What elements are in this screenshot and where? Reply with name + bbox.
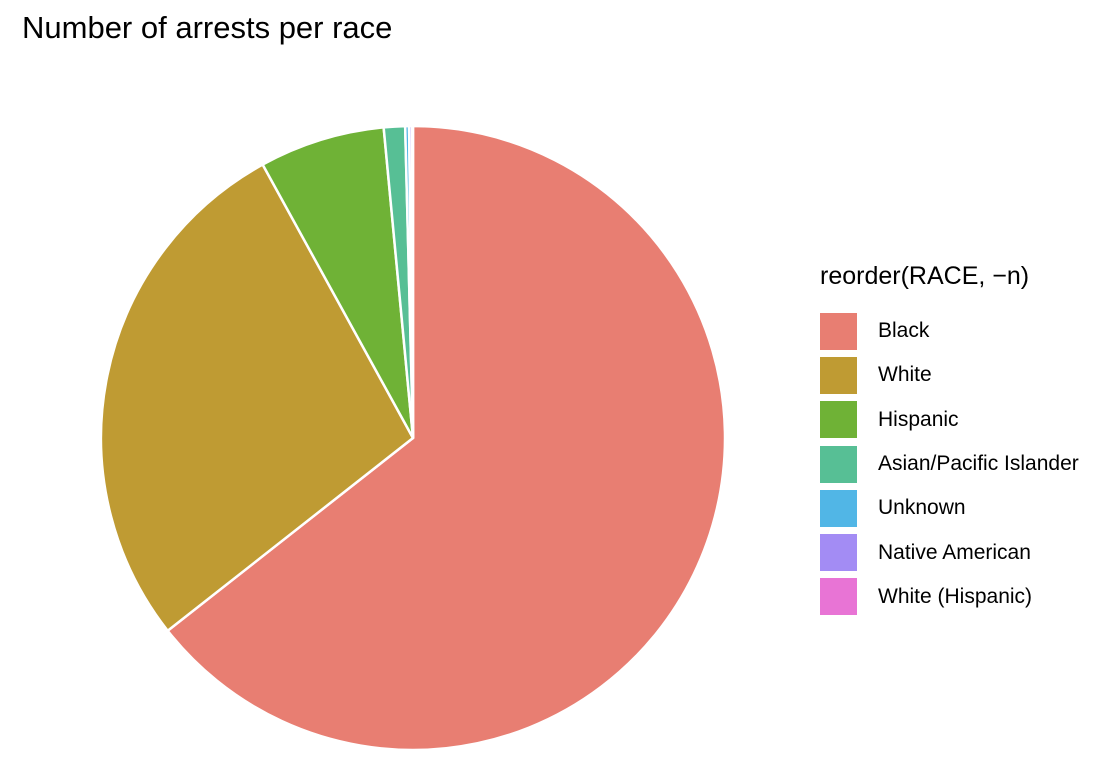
legend-label: Black <box>878 319 930 343</box>
legend-key <box>820 445 857 483</box>
legend-key <box>820 401 857 439</box>
pie-slice <box>166 124 727 752</box>
legend-label: White (Hispanic) <box>878 584 1033 608</box>
legend-label: Unknown <box>878 496 966 520</box>
legend-key <box>820 489 857 527</box>
pie-slices <box>99 124 727 752</box>
legend-key <box>820 578 857 616</box>
pie-slice <box>410 124 415 440</box>
pie-chart <box>99 124 727 752</box>
legend-item: Native American <box>820 530 1079 574</box>
legend-item: Unknown <box>820 486 1079 530</box>
legend-item: Black <box>820 309 1079 353</box>
legend-label: Native American <box>878 540 1031 564</box>
pie-slice <box>99 163 415 633</box>
pie-slice <box>261 126 415 440</box>
legend-title: reorder(RACE, −n) <box>820 262 1030 290</box>
legend: reorder(RACE, −n) Black White Hispanic Asia… <box>820 262 1079 619</box>
legend-item: Asian/Pacific Islander <box>820 442 1079 486</box>
legend-label: Hispanic <box>878 407 959 431</box>
legend-key <box>820 356 857 394</box>
legend-key <box>820 534 857 572</box>
legend-key <box>820 312 857 350</box>
legend-label: Asian/Pacific Islander <box>878 452 1079 476</box>
chart-title: Number of arrests per race <box>22 10 393 45</box>
legend-label: White <box>878 363 932 387</box>
legend-item: White (Hispanic) <box>820 575 1079 619</box>
legend-item: Hispanic <box>820 398 1079 442</box>
legend-items: Black White Hispanic Asian/Pacific Islander… <box>820 309 1079 619</box>
legend-item: White <box>820 353 1079 397</box>
